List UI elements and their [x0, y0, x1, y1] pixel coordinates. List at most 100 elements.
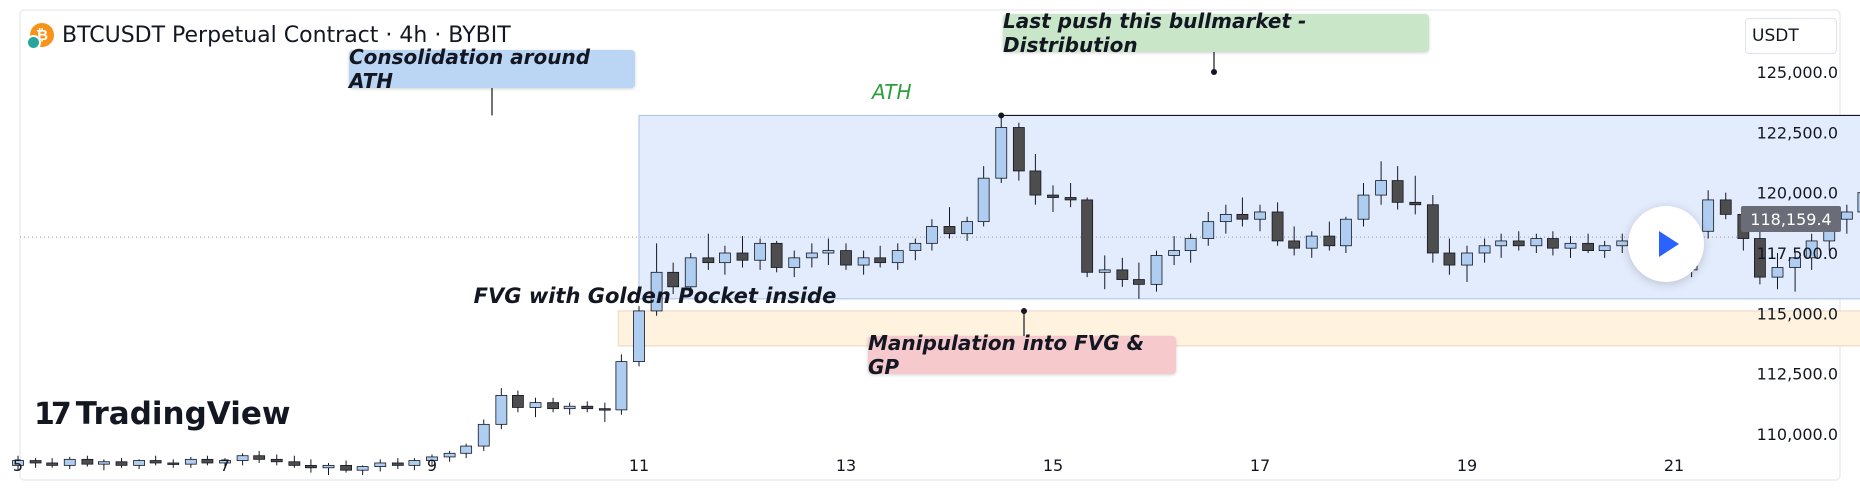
- candle-body: [253, 455, 266, 460]
- candle-body: [754, 242, 766, 261]
- candle-body: [1443, 252, 1456, 266]
- candle-body: [201, 458, 214, 464]
- candle-body: [874, 257, 887, 264]
- candle: [736, 236, 749, 268]
- candle: [12, 455, 24, 471]
- candle: [857, 250, 870, 275]
- candle: [253, 450, 266, 463]
- replay-play-button[interactable]: [1628, 206, 1704, 282]
- candle-body: [1168, 250, 1180, 256]
- candle: [1184, 233, 1197, 263]
- candle-body: [581, 405, 594, 410]
- y-tick-label: 115,000.0: [1757, 304, 1838, 323]
- candle: [1340, 216, 1352, 253]
- x-tick-label: 11: [629, 456, 649, 475]
- candle-body: [1754, 238, 1766, 278]
- candle: [650, 243, 663, 316]
- candle-body: [477, 423, 490, 447]
- last-price-tag: 118,159.4: [1741, 206, 1841, 232]
- candle: [874, 245, 887, 268]
- candle-body: [408, 460, 421, 466]
- candle-body: [305, 464, 317, 469]
- candle: [1357, 183, 1370, 227]
- candle-body: [1150, 255, 1163, 285]
- candle-body: [460, 445, 473, 454]
- candle-body: [1461, 252, 1473, 266]
- candle: [1323, 221, 1336, 251]
- candle: [1719, 192, 1732, 220]
- candle-body: [374, 462, 387, 467]
- candle-body: [391, 462, 404, 466]
- candle-body: [1184, 238, 1197, 251]
- candle-body: [1582, 242, 1594, 251]
- candle-body: [788, 257, 801, 268]
- candle: [684, 253, 697, 292]
- symbol-header[interactable]: ₿ BTCUSDT Perpetual Contract · 4h · BYBI…: [26, 20, 511, 50]
- candle-body: [1202, 221, 1215, 239]
- candle-body: [29, 460, 42, 464]
- candle-body: [684, 257, 697, 288]
- distribution-anchor-dot: [1211, 69, 1217, 75]
- candle: [598, 402, 611, 422]
- candle-body: [1495, 240, 1508, 247]
- tradingview-wordmark: TradingView: [75, 396, 291, 432]
- candle: [512, 390, 524, 413]
- candle-body: [1789, 257, 1801, 268]
- candle-body: [1357, 194, 1370, 220]
- candle-body: [1512, 240, 1525, 247]
- ath-anchor-dot: [998, 112, 1005, 119]
- candle: [495, 388, 508, 430]
- candle: [408, 458, 421, 471]
- candle: [1443, 238, 1456, 275]
- candle-body: [529, 402, 542, 408]
- candle: [115, 458, 128, 468]
- candle-body: [650, 271, 663, 312]
- candle-body: [1616, 240, 1629, 247]
- candle-body: [667, 271, 680, 288]
- candle: [340, 460, 352, 473]
- manipulation-anchor-dot: [1021, 308, 1027, 314]
- candle-body: [926, 226, 938, 244]
- candle-body: [1805, 240, 1818, 259]
- candle-body: [598, 408, 611, 411]
- candle: [305, 459, 317, 473]
- candle: [977, 166, 990, 227]
- candle: [805, 243, 818, 268]
- candle-body: [805, 252, 818, 259]
- candle: [29, 458, 42, 468]
- candle: [788, 250, 801, 278]
- candle: [1564, 236, 1577, 258]
- candle: [1547, 231, 1559, 256]
- candle: [1754, 228, 1766, 285]
- candle-body: [1116, 269, 1129, 280]
- candle-body: [1219, 213, 1232, 223]
- candle-body: [1598, 245, 1611, 251]
- candle-body: [1340, 218, 1352, 247]
- currency-selector[interactable]: USDT: [1745, 18, 1837, 54]
- candle: [1168, 236, 1180, 266]
- candle-body: [149, 460, 162, 464]
- candle: [615, 354, 628, 415]
- candle-body: [770, 242, 783, 268]
- candle-body: [133, 460, 145, 466]
- candle: [98, 459, 110, 471]
- candle: [322, 462, 335, 476]
- candle: [201, 455, 214, 466]
- candle: [840, 243, 852, 270]
- candle: [961, 216, 973, 241]
- candle-body: [1391, 180, 1404, 203]
- candle: [926, 219, 938, 251]
- candle-body: [857, 257, 870, 266]
- candle: [581, 401, 594, 413]
- candle: [1702, 190, 1715, 239]
- fvg-zone: [617, 310, 1860, 347]
- y-tick-label: 122,500.0: [1757, 123, 1838, 142]
- candle-body: [63, 458, 76, 466]
- candle-body: [736, 252, 749, 261]
- candle-body: [1478, 245, 1491, 254]
- candle: [391, 458, 404, 469]
- candle: [133, 459, 145, 469]
- candle-body: [1081, 199, 1094, 273]
- candle: [909, 238, 922, 261]
